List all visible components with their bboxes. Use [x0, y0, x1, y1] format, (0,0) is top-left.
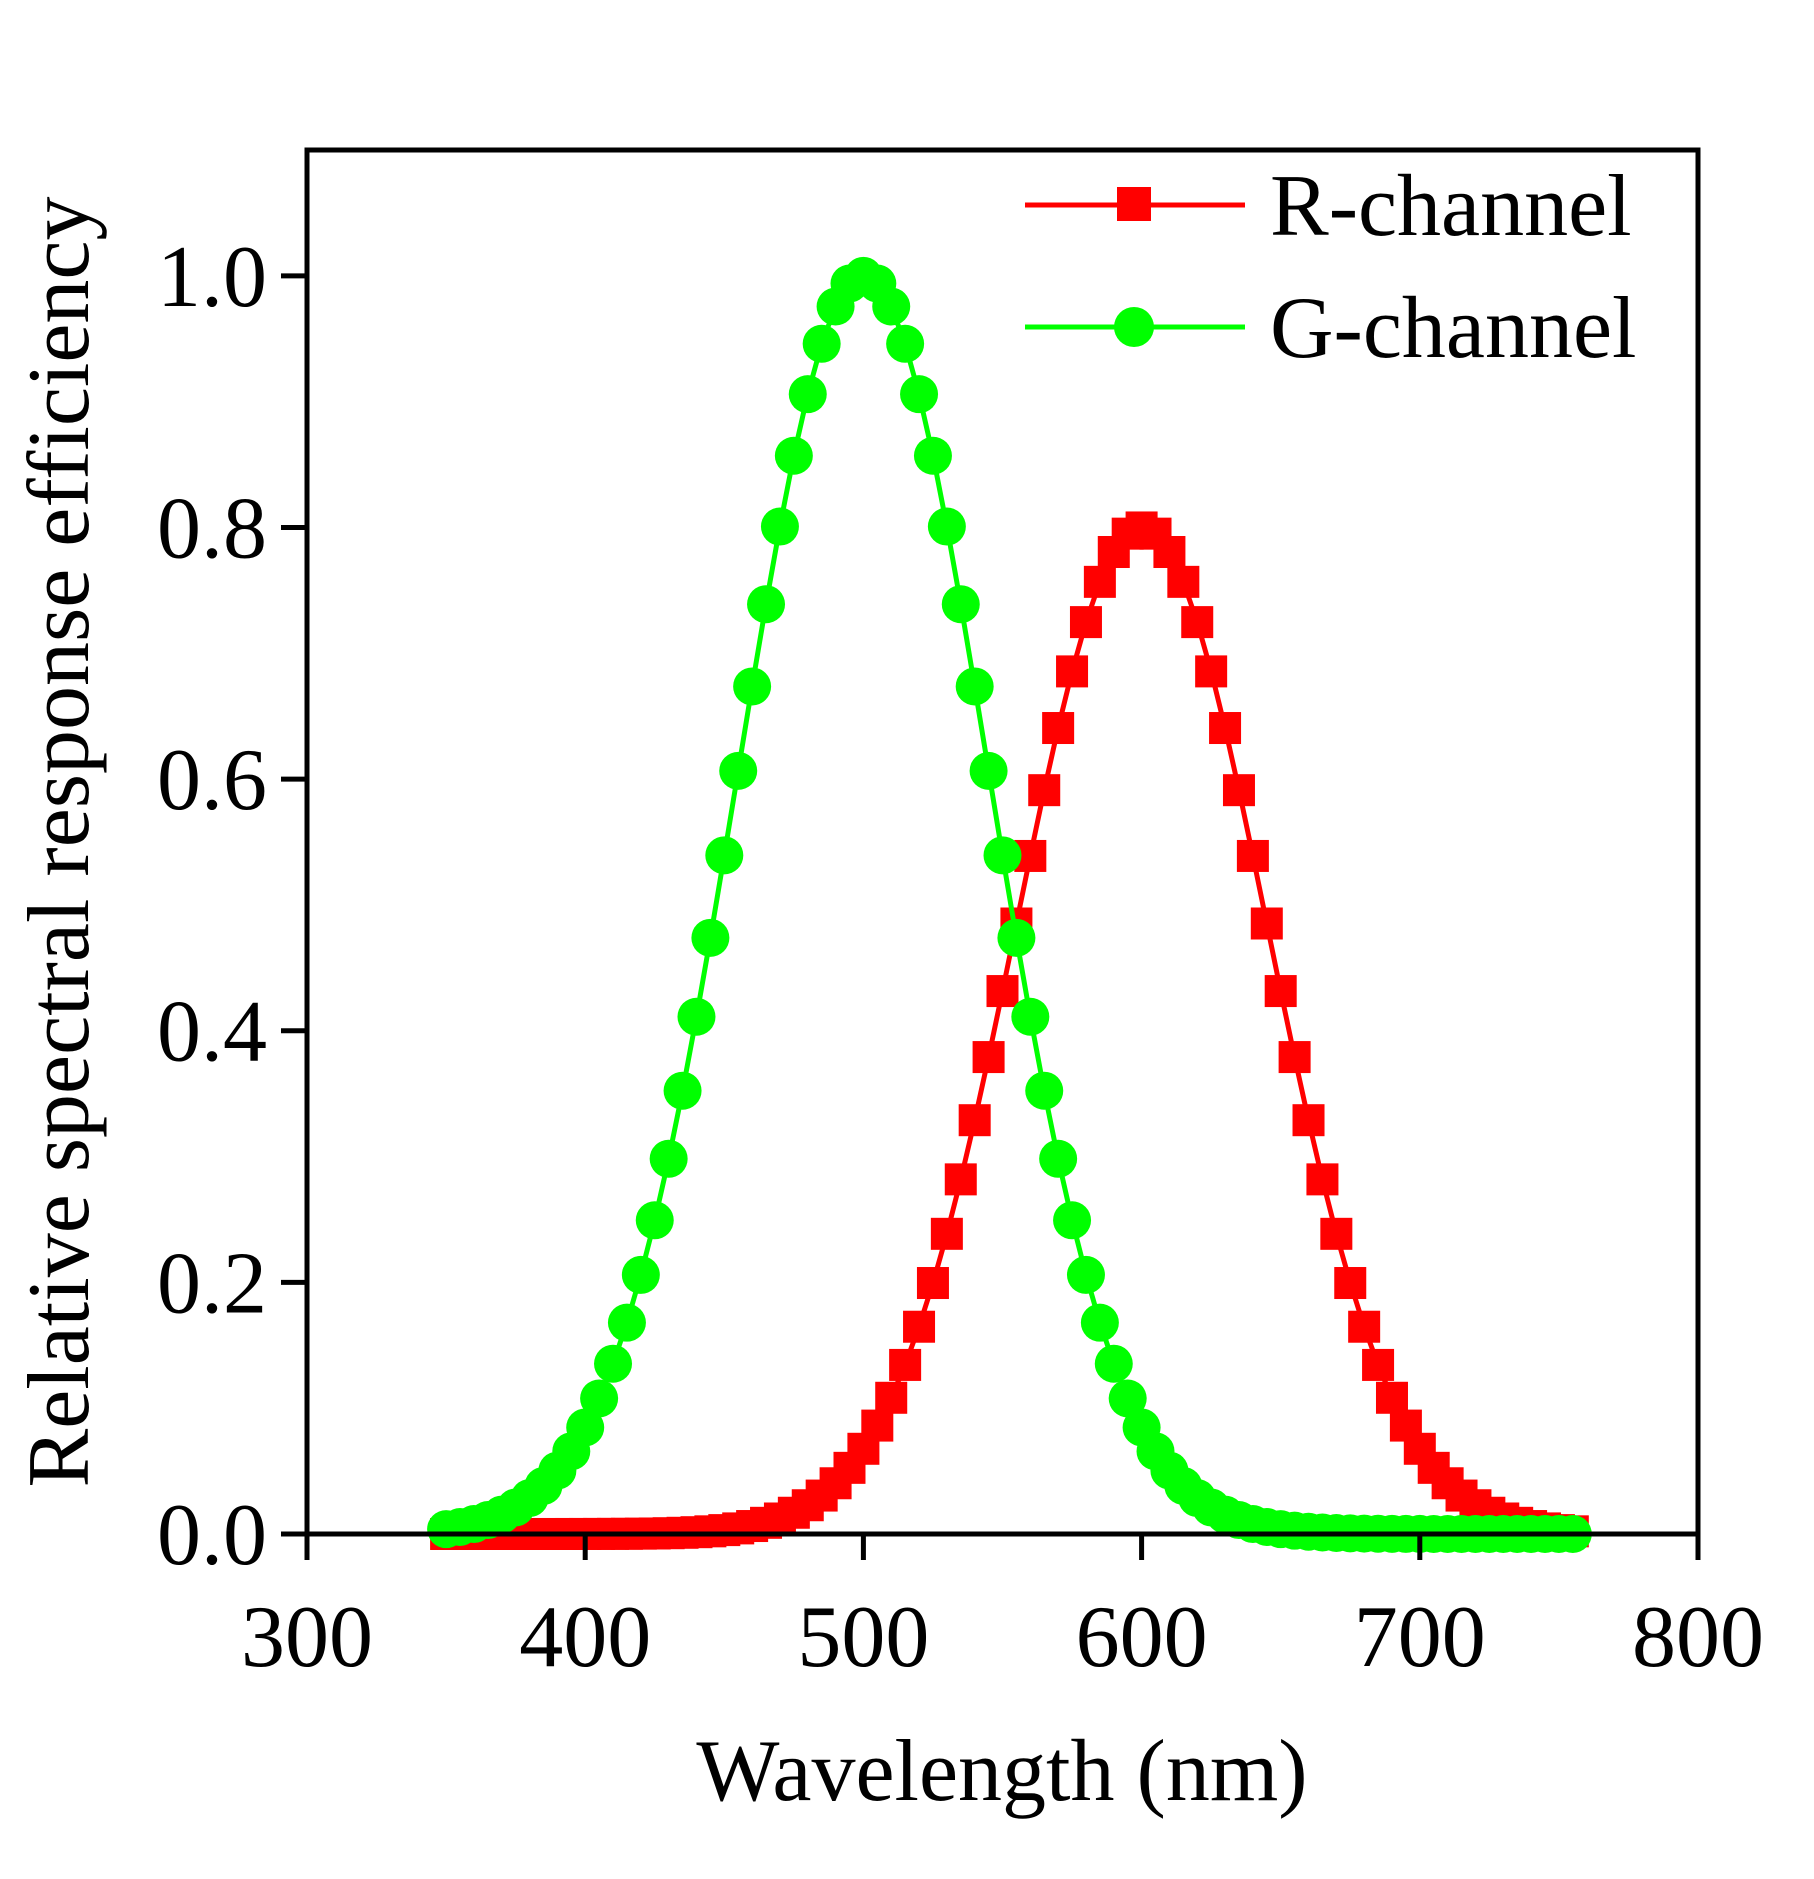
- data-point-g: [1094, 1344, 1133, 1383]
- data-point-r: [1320, 1217, 1353, 1250]
- data-point-r: [861, 1409, 894, 1442]
- data-point-r: [1042, 712, 1075, 745]
- x-tick-label: 500: [797, 1589, 929, 1686]
- legend-r-label: R-channel: [1270, 158, 1632, 255]
- ticks-layer: 300 400 500 600 700 800 0.0 0.2 0.4 0.6 0.8 1.0: [157, 229, 1764, 1686]
- data-point-g: [649, 1139, 688, 1178]
- data-point-g: [705, 836, 744, 875]
- legend-g-marker: [1114, 307, 1154, 347]
- x-tick-label: 300: [241, 1589, 373, 1686]
- data-point-r: [1153, 536, 1186, 569]
- x-tick-label: 600: [1076, 1589, 1208, 1686]
- y-tick-label: 0.8: [157, 480, 267, 577]
- data-point-g: [621, 1255, 660, 1294]
- data-point-g: [1039, 1139, 1078, 1178]
- legend-r-marker: [1117, 187, 1151, 221]
- data-point-g: [802, 324, 841, 363]
- y-tick-label: 0.4: [157, 984, 267, 1081]
- data-point-g: [566, 1408, 605, 1447]
- data-point-g: [747, 585, 786, 624]
- data-point-g: [1011, 997, 1050, 1036]
- data-point-r: [1264, 975, 1297, 1008]
- y-tick-label: 0.2: [157, 1235, 267, 1332]
- data-point-r: [1306, 1163, 1339, 1196]
- legend: R-channel G-channel: [1025, 158, 1636, 377]
- data-point-r: [1222, 774, 1255, 807]
- data-point-r: [1028, 774, 1061, 807]
- data-point-g: [886, 324, 925, 363]
- data-point-g: [760, 507, 799, 546]
- data-point-g: [1108, 1379, 1147, 1418]
- data-point-g: [969, 751, 1008, 790]
- x-tick-label: 800: [1632, 1589, 1764, 1686]
- data-point-r: [1083, 565, 1116, 598]
- data-point-g: [1066, 1255, 1105, 1294]
- series-g-channel: [427, 256, 1592, 1553]
- y-tick-label: 0.0: [157, 1487, 267, 1584]
- data-point-r: [1292, 1104, 1325, 1137]
- data-point-g: [594, 1344, 633, 1383]
- x-tick-label: 700: [1354, 1589, 1486, 1686]
- data-point-r: [1236, 839, 1269, 872]
- data-point-g: [1053, 1201, 1092, 1240]
- data-point-r: [1362, 1348, 1395, 1381]
- data-point-r: [972, 1041, 1005, 1074]
- data-point-r: [1167, 565, 1200, 598]
- data-point-g: [955, 667, 994, 706]
- data-point-r: [1334, 1267, 1367, 1300]
- legend-g-label: G-channel: [1270, 280, 1636, 377]
- data-point-g: [635, 1201, 674, 1240]
- data-point-r: [916, 1267, 949, 1300]
- data-point-r: [875, 1381, 908, 1414]
- data-point-g: [983, 836, 1022, 875]
- data-point-r: [1195, 655, 1228, 688]
- x-tick-label: 400: [519, 1589, 651, 1686]
- data-point-g: [927, 507, 966, 546]
- data-point-g: [580, 1379, 619, 1418]
- data-point-g: [733, 667, 772, 706]
- data-point-r: [1209, 712, 1242, 745]
- data-point-g: [941, 585, 980, 624]
- data-point-g: [872, 287, 911, 326]
- y-tick-label: 0.6: [157, 732, 267, 829]
- data-point-r: [1069, 606, 1102, 639]
- data-point-g: [607, 1303, 646, 1342]
- y-axis-title: Relative spectral response efficiency: [11, 197, 108, 1488]
- data-point-r: [944, 1163, 977, 1196]
- data-point-r: [1375, 1381, 1408, 1414]
- data-point-r: [930, 1217, 963, 1250]
- data-point-g: [719, 751, 758, 790]
- series-layer: [427, 256, 1592, 1553]
- data-point-r: [958, 1104, 991, 1137]
- data-point-g: [677, 997, 716, 1036]
- data-point-g: [788, 375, 827, 414]
- plot-frame: [304, 147, 1701, 1537]
- data-point-r: [986, 975, 1019, 1008]
- data-point-r: [1250, 907, 1283, 940]
- data-point-g: [997, 918, 1036, 957]
- data-point-g: [1025, 1071, 1064, 1110]
- data-point-r: [1181, 606, 1214, 639]
- data-point-r: [1348, 1310, 1381, 1343]
- x-axis-title: Wavelength (nm): [696, 1723, 1307, 1820]
- data-point-g: [691, 918, 730, 957]
- data-point-r: [1278, 1041, 1311, 1074]
- data-point-r: [1056, 655, 1089, 688]
- y-tick-label: 1.0: [157, 229, 267, 326]
- data-point-r: [889, 1348, 922, 1381]
- data-point-g: [774, 436, 813, 475]
- data-point-r: [903, 1310, 936, 1343]
- data-point-g: [663, 1071, 702, 1110]
- data-point-g: [913, 436, 952, 475]
- data-point-g: [1080, 1303, 1119, 1342]
- data-point-g: [900, 375, 939, 414]
